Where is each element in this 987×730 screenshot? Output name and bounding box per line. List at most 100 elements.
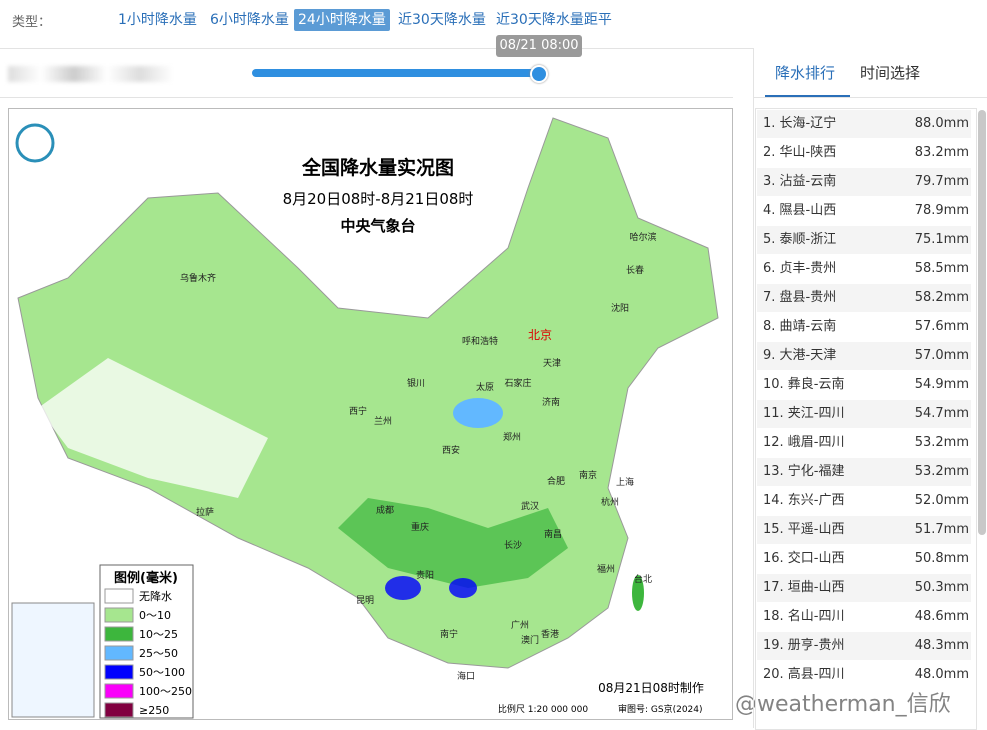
rainfall: 52.0mm <box>914 493 969 508</box>
rainfall: 83.2mm <box>914 145 969 160</box>
station: 3. 沾益-云南 <box>763 174 837 189</box>
map: 图例(毫米) 全国降水量实况图 8月20日08时-8月21日08时 中央气象台 … <box>8 108 733 720</box>
ranking-row: 13. 宁化-福建 53.2mm <box>757 458 971 486</box>
rainfall: 57.0mm <box>914 348 969 363</box>
legend-swatch <box>104 645 134 661</box>
city-label: 贵阳 <box>416 569 434 581</box>
legend-swatch <box>104 626 134 642</box>
legend-swatch <box>104 607 134 623</box>
rainfall: 78.9mm <box>914 203 969 218</box>
ranking-row: 10. 彝良-云南 54.9mm <box>757 371 971 399</box>
rainfall: 54.7mm <box>914 406 969 421</box>
city-label: 乌鲁木齐 <box>180 272 216 284</box>
divider <box>754 97 987 98</box>
city-label: 澳门 <box>521 634 539 646</box>
type-tab[interactable]: 6小时降水量 <box>210 12 289 28</box>
slider-knob[interactable] <box>530 65 548 83</box>
station: 11. 夹江-四川 <box>763 406 845 421</box>
city-label: 银川 <box>407 377 425 389</box>
city-label: 呼和浩特 <box>462 335 498 347</box>
rainfall: 57.6mm <box>914 319 969 334</box>
ranking-row: 9. 大港-天津 57.0mm <box>757 342 971 370</box>
station: 17. 垣曲-山西 <box>763 580 845 595</box>
station: 8. 曲靖-云南 <box>763 319 837 334</box>
legend-title: 图例(毫米) <box>114 570 178 586</box>
rain-area <box>453 398 503 428</box>
type-tab[interactable]: 近30天降水量 <box>398 12 486 28</box>
slider-track[interactable] <box>252 69 538 77</box>
legend-label: 50～100 <box>139 666 185 679</box>
station: 20. 高县-四川 <box>763 667 845 682</box>
station: 6. 贞丰-贵州 <box>763 261 837 276</box>
city-label: 石家庄 <box>504 377 531 389</box>
station: 14. 东兴-广西 <box>763 493 845 508</box>
ranking-row: 19. 册亨-贵州 48.3mm <box>757 632 971 660</box>
ranking-row: 16. 交口-山西 50.8mm <box>757 545 971 573</box>
inset-map <box>11 602 95 718</box>
ranking-row: 15. 平遥-山西 51.7mm <box>757 516 971 544</box>
station: 12. 峨眉-四川 <box>763 435 845 450</box>
rainfall: 48.0mm <box>914 667 969 682</box>
slider-tooltip: 08/21 08:00 <box>496 35 582 57</box>
city-label: 西宁 <box>349 405 367 417</box>
station: 10. 彝良-云南 <box>763 377 845 392</box>
legend-swatch <box>104 702 134 718</box>
ranking-row: 17. 垣曲-山西 50.3mm <box>757 574 971 602</box>
city-label: 武汉 <box>521 500 539 512</box>
city-label: 西安 <box>442 444 460 456</box>
station: 16. 交口-山西 <box>763 551 845 566</box>
rain-area <box>338 498 568 588</box>
taiwan <box>632 575 644 611</box>
city-label: 福州 <box>597 563 615 575</box>
station: 13. 宁化-福建 <box>763 464 845 479</box>
type-label: 类型： <box>12 15 52 30</box>
side-tab[interactable]: 降水排行 <box>775 64 836 82</box>
type-tab[interactable]: 24小时降水量 <box>294 9 390 31</box>
city-label: 重庆 <box>411 521 429 533</box>
rainfall: 48.3mm <box>914 638 969 653</box>
city-label: 沈阳 <box>611 302 629 314</box>
map-agency: 中央气象台 <box>340 217 415 235</box>
station: 2. 华山-陕西 <box>763 145 837 160</box>
logo <box>15 123 55 163</box>
city-label: 成都 <box>376 504 394 516</box>
city-label: 上海 <box>616 476 634 488</box>
station: 15. 平遥-山西 <box>763 522 845 537</box>
type-tab[interactable]: 1小时降水量 <box>118 12 197 28</box>
approval: 审图号: GS京(2024) <box>618 703 703 715</box>
ranking-row: 6. 贞丰-贵州 58.5mm <box>757 255 971 283</box>
ranking-row: 1. 长海-辽宁 88.0mm <box>757 110 971 138</box>
city-label: 广州 <box>511 619 529 631</box>
watermark: @weatherman_信欣 <box>735 692 951 717</box>
scale: 比例尺 1:20 000 000 <box>498 703 588 715</box>
city-label: 哈尔滨 <box>629 231 656 243</box>
scrollbar[interactable] <box>978 110 986 535</box>
ranking-row: 18. 名山-四川 48.6mm <box>757 603 971 631</box>
station: 1. 长海-辽宁 <box>763 116 837 131</box>
made-time: 08月21日08时制作 <box>598 681 704 695</box>
map-title: 全国降水量实况图 <box>301 156 454 179</box>
city-label: 南昌 <box>544 528 562 540</box>
station: 5. 泰顺-浙江 <box>763 232 837 247</box>
divider <box>753 48 754 728</box>
legend-swatch <box>104 683 134 699</box>
ranking-row: 2. 华山-陕西 83.2mm <box>757 139 971 167</box>
city-label: 南宁 <box>440 628 458 640</box>
city-label: 海口 <box>457 670 475 682</box>
legend-label: ≥250 <box>139 704 169 717</box>
legend-label: 100～250 <box>139 685 192 698</box>
ranking-row: 12. 峨眉-四川 53.2mm <box>757 429 971 457</box>
side-tab[interactable]: 时间选择 <box>860 64 921 82</box>
rainfall: 51.7mm <box>914 522 969 537</box>
city-label: 兰州 <box>374 415 392 427</box>
divider <box>0 97 733 98</box>
city-label: 北京 <box>528 328 552 342</box>
ranking-row: 4. 隰县-山西 78.9mm <box>757 197 971 225</box>
legend-label: 无降水 <box>139 589 172 603</box>
ranking-row: 8. 曲靖-云南 57.6mm <box>757 313 971 341</box>
city-label: 昆明 <box>356 595 374 606</box>
city-label: 香港 <box>541 628 559 640</box>
type-tab[interactable]: 近30天降水量距平 <box>496 12 612 28</box>
city-label: 拉萨 <box>196 506 214 518</box>
